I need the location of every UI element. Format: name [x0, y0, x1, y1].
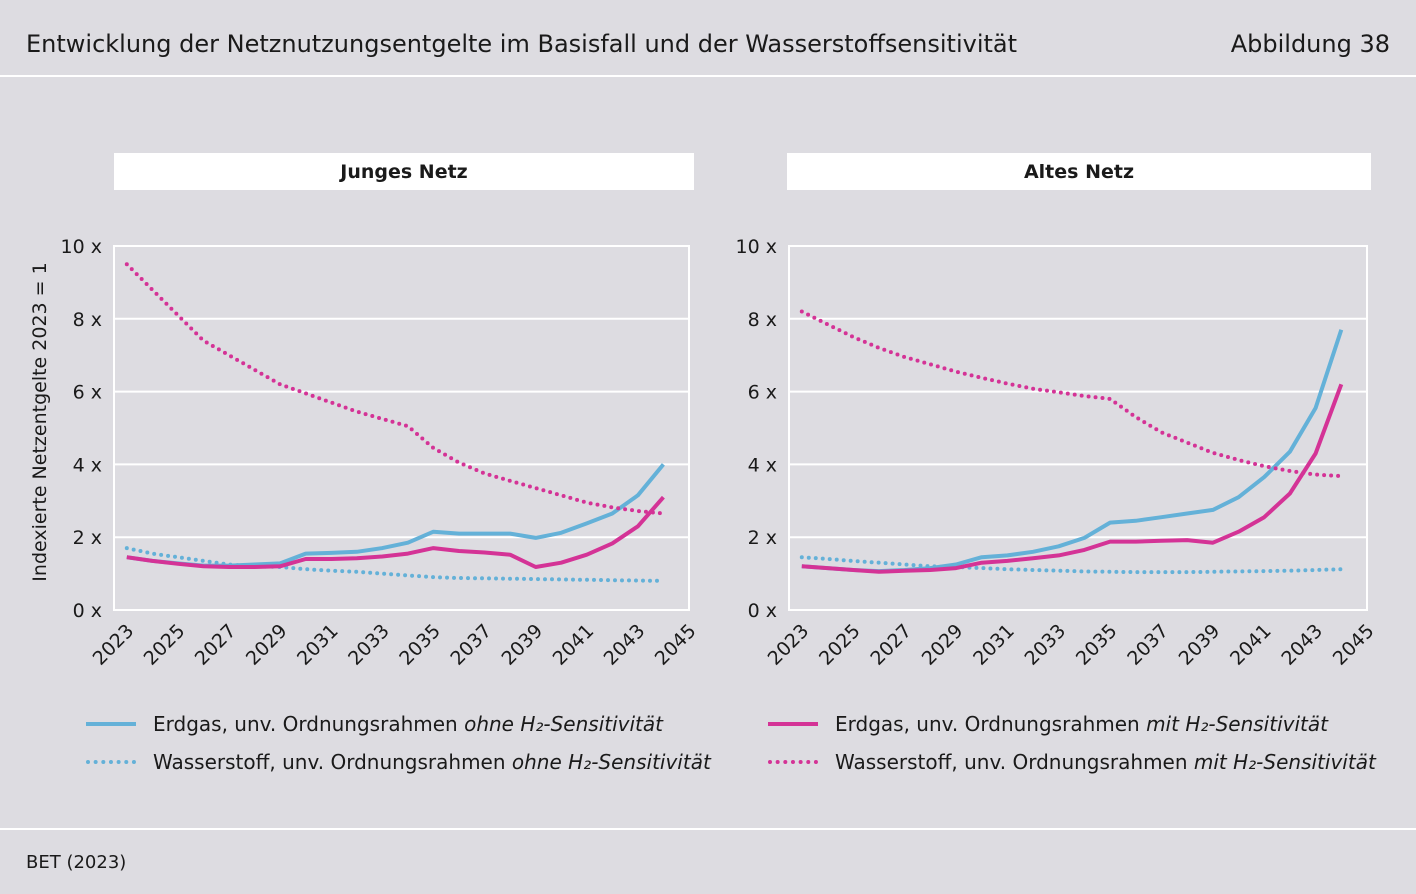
y-tick-label: 6 x — [73, 382, 102, 404]
y-tick-label: 10 x — [61, 236, 102, 258]
header-divider — [0, 75, 1416, 77]
legend-label: Wasserstoff, unv. Ordnungsrahmen ohne H₂… — [153, 750, 711, 774]
x-tick-label: 2037 — [1123, 620, 1173, 670]
y-tick-label: 8 x — [748, 309, 777, 331]
panel-title-box — [114, 153, 694, 190]
x-tick-label: 2025 — [140, 620, 190, 670]
y-tick-label: 8 x — [73, 309, 102, 331]
x-tick-label: 2033 — [344, 620, 394, 670]
series-line-solid-pink — [801, 383, 1344, 574]
x-tick-label: 2023 — [764, 620, 814, 670]
series-line-dotted-blue — [799, 555, 1344, 575]
x-tick-label: 2039 — [1175, 620, 1225, 670]
panel-title: Junges Netz — [338, 161, 467, 183]
legend-label: Erdgas, unv. Ordnungsrahmen ohne H₂-Sens… — [153, 712, 663, 736]
legend-swatch-dotted-blue — [86, 760, 136, 764]
y-tick-label: 4 x — [748, 454, 777, 476]
x-tick-label: 2045 — [1329, 620, 1379, 670]
legend-label: Wasserstoff, unv. Ordnungsrahmen mit H₂-… — [835, 750, 1376, 774]
x-tick-label: 2023 — [89, 620, 139, 670]
legend-item-erdgas-ohne: Erdgas, unv. Ordnungsrahmen ohne H₂-Sens… — [86, 712, 663, 736]
series-line-solid-pink — [126, 495, 665, 569]
y-tick-label: 2 x — [73, 527, 102, 549]
series-line-dotted-pink — [124, 262, 666, 516]
x-tick-label: 2045 — [651, 620, 701, 670]
series-line-solid-blue — [801, 329, 1344, 574]
legend-swatch-dotted-pink — [768, 760, 818, 764]
legend-item-wasserstoff-ohne: Wasserstoff, unv. Ordnungsrahmen ohne H₂… — [86, 750, 711, 774]
x-tick-label: 2029 — [242, 620, 292, 670]
x-tick-label: 2035 — [1072, 620, 1122, 670]
x-tick-label: 2025 — [815, 620, 865, 670]
series-line-dotted-blue — [124, 546, 666, 583]
x-tick-label: 2043 — [600, 620, 650, 670]
legend-swatch-solid-blue — [86, 722, 136, 726]
y-tick-label: 4 x — [73, 454, 102, 476]
panel-title-box — [787, 153, 1371, 190]
legend-swatch-solid-pink — [768, 722, 818, 726]
x-tick-label: 2027 — [191, 620, 241, 670]
legend-item-wasserstoff-mit: Wasserstoff, unv. Ordnungsrahmen mit H₂-… — [768, 750, 1376, 774]
x-tick-label: 2031 — [293, 620, 343, 670]
x-tick-label: 2029 — [918, 620, 968, 670]
footer-divider — [0, 828, 1416, 830]
x-tick-label: 2039 — [497, 620, 547, 670]
y-axis-label: Indexierte Netzentgelte 2023 = 1 — [29, 262, 51, 581]
x-tick-label: 2037 — [446, 620, 496, 670]
x-tick-label: 2033 — [1021, 620, 1071, 670]
x-tick-label: 2041 — [549, 620, 599, 670]
x-tick-label: 2043 — [1277, 620, 1327, 670]
series-line-solid-blue — [126, 463, 665, 568]
x-tick-label: 2041 — [1226, 620, 1276, 670]
x-tick-label: 2035 — [395, 620, 445, 670]
legend-item-erdgas-mit: Erdgas, unv. Ordnungsrahmen mit H₂-Sensi… — [768, 712, 1328, 736]
y-tick-label: 0 x — [748, 600, 777, 622]
x-tick-label: 2027 — [866, 620, 916, 670]
x-tick-label: 2031 — [969, 620, 1019, 670]
series-line-dotted-pink — [799, 309, 1344, 478]
source-note: BET (2023) — [26, 852, 127, 873]
figure-label: Abbildung 38 — [1230, 30, 1390, 58]
panel-title: Altes Netz — [1024, 161, 1134, 183]
y-tick-label: 10 x — [736, 236, 777, 258]
page-title: Entwicklung der Netznutzungsentgelte im … — [26, 30, 1018, 58]
plot-frame — [788, 245, 1368, 611]
y-tick-label: 2 x — [748, 527, 777, 549]
y-tick-label: 0 x — [73, 600, 102, 622]
y-tick-label: 6 x — [748, 382, 777, 404]
legend-label: Erdgas, unv. Ordnungsrahmen mit H₂-Sensi… — [835, 712, 1328, 736]
